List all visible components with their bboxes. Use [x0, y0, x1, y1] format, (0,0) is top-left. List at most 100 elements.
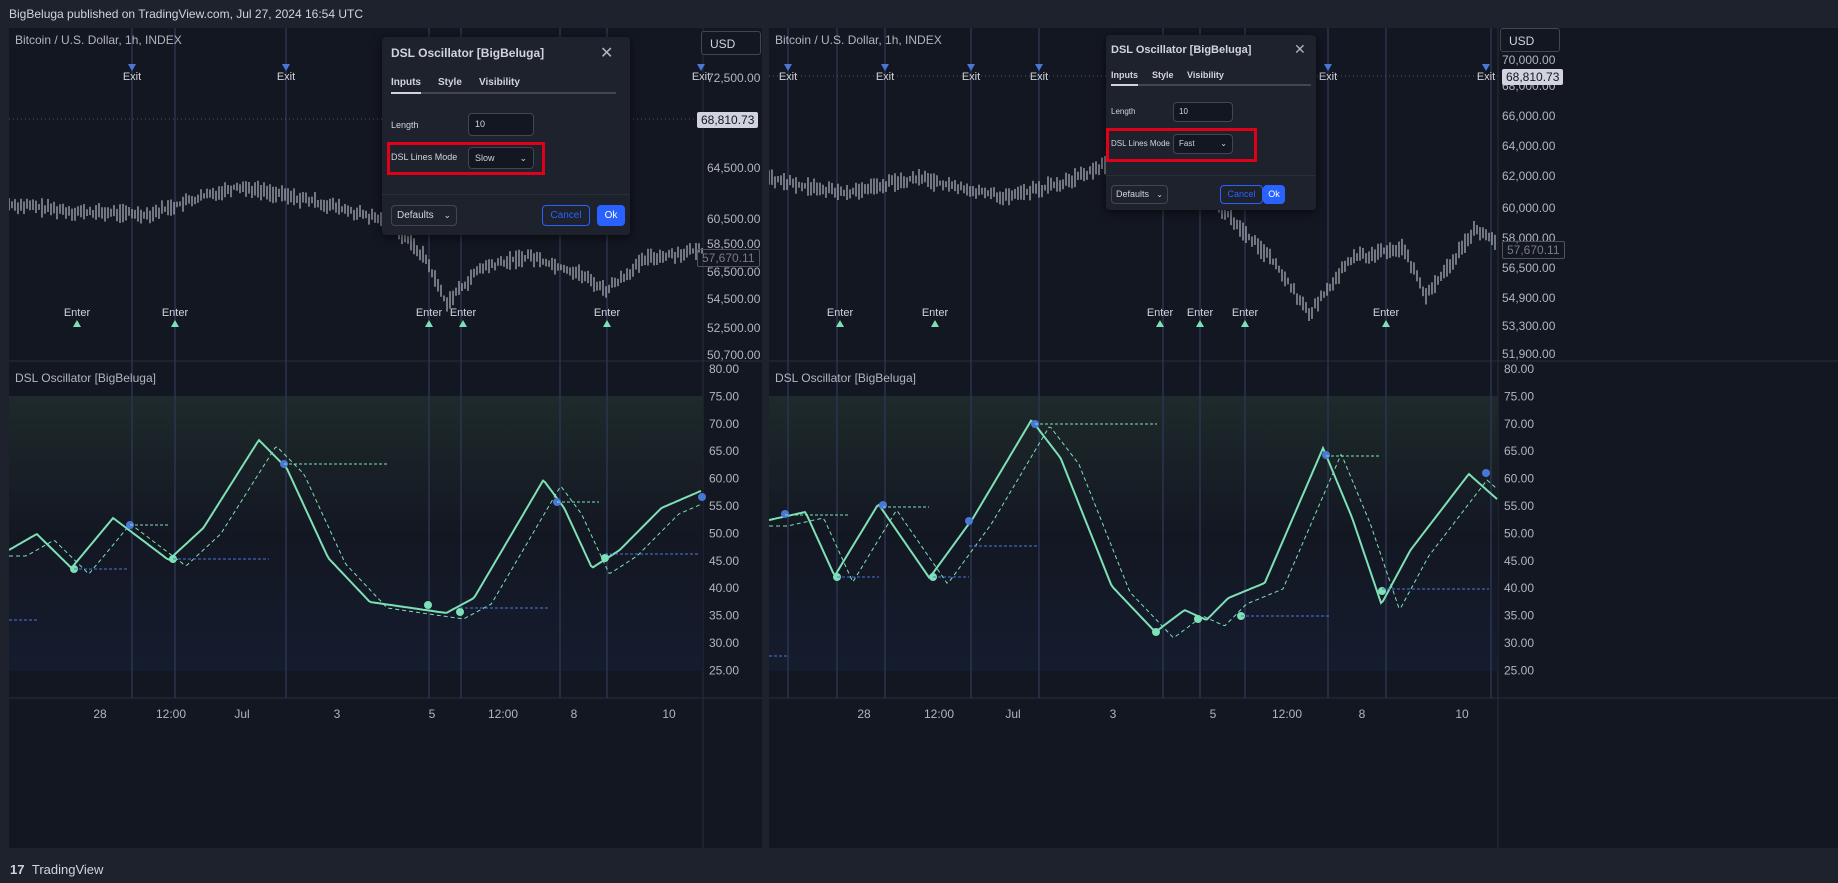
exit-arrow-icon	[967, 64, 975, 71]
tab-inputs[interactable]: Inputs	[1111, 70, 1138, 80]
close-icon[interactable]: ✕	[1294, 41, 1306, 57]
tab-visibility[interactable]: Visibility	[1187, 70, 1224, 80]
price-axis-tick: 64,000.00	[1502, 139, 1556, 153]
enter-arrow-icon	[836, 320, 844, 327]
price-axis-tick: 50,700.00	[707, 348, 761, 362]
osc-axis-tick: 65.00	[709, 444, 739, 458]
enter-label: Enter	[1232, 307, 1259, 319]
currency-button[interactable]: USD	[701, 31, 761, 55]
length-input[interactable]: 10	[468, 113, 534, 136]
chart-panel-left[interactable]: ExitExitExitExitEnterEnterEnterEnterEnte…	[9, 28, 762, 848]
osc-axis-tick: 45.00	[709, 554, 739, 568]
exit-label: Exit	[876, 71, 894, 83]
time-axis-tick: 12:00	[488, 707, 518, 721]
time-axis-tick: 8	[1359, 707, 1366, 721]
enter-label: Enter	[162, 307, 189, 319]
cancel-button[interactable]: Cancel	[1220, 185, 1263, 204]
time-axis-tick: 28	[93, 707, 107, 721]
chevron-down-icon: ⌄	[1220, 139, 1227, 148]
tab-style[interactable]: Style	[1152, 70, 1174, 80]
tab-divider	[1111, 84, 1311, 86]
exit-arrow-icon	[282, 64, 290, 71]
enter-label: Enter	[1373, 307, 1400, 319]
price-axis-tick: 70,000.00	[1502, 53, 1556, 67]
price-axis-tick: 56,500.00	[707, 265, 761, 279]
footer-brand[interactable]: 17 TradingView	[0, 856, 1838, 883]
enter-arrow-icon	[73, 320, 81, 327]
signal-dot	[456, 608, 464, 616]
tab-style[interactable]: Style	[438, 77, 462, 88]
time-axis-tick: 3	[334, 707, 341, 721]
exit-label: Exit	[962, 71, 980, 83]
osc-axis-tick: 25.00	[709, 663, 739, 677]
chart-panel-right[interactable]: Exit Exit Exit Exit Exit Exit Enter Enter Enter E…	[769, 28, 1838, 848]
enter-label: Enter	[594, 307, 621, 319]
mode-select[interactable]: Slow ⌄	[468, 147, 534, 169]
exit-label: Exit	[692, 71, 710, 83]
ok-button[interactable]: Ok	[1263, 185, 1285, 204]
enter-label: Enter	[827, 307, 854, 319]
defaults-button[interactable]: Defaults ⌄	[1111, 185, 1168, 204]
exit-label: Exit	[1477, 71, 1495, 83]
exit-arrow-icon	[697, 64, 705, 71]
oscillator-zone-band	[9, 396, 703, 671]
chevron-down-icon: ⌄	[1156, 190, 1163, 199]
osc-axis-tick: 80.00	[1504, 362, 1534, 376]
indicator-settings-dialog: DSL Oscillator [BigBeluga] ✕ Inputs Styl…	[382, 37, 630, 235]
exit-label: Exit	[1319, 71, 1337, 83]
osc-axis-tick: 65.00	[1504, 444, 1534, 458]
signal-dot	[1152, 628, 1160, 636]
dialog-footer-divider	[382, 194, 630, 195]
enter-label: Enter	[450, 307, 477, 319]
price-axis-tick: 58,500.00	[707, 237, 761, 251]
price-last-label: 57,670.11	[697, 249, 760, 267]
osc-axis-tick: 40.00	[1504, 581, 1534, 595]
currency-button[interactable]: USD	[1500, 28, 1560, 52]
osc-axis-tick: 40.00	[709, 581, 739, 595]
price-axis-tick: 62,000.00	[1502, 169, 1556, 183]
time-axis-tick: 12:00	[1272, 707, 1302, 721]
price-axis-tick: 60,500.00	[707, 212, 761, 226]
defaults-label: Defaults	[397, 210, 434, 221]
oscillator-line	[9, 438, 702, 614]
mode-select-value: Fast	[1179, 139, 1195, 148]
length-label: Length	[1111, 107, 1136, 116]
osc-axis-tick: 30.00	[709, 636, 739, 650]
ok-button[interactable]: Ok	[597, 205, 625, 226]
enter-arrow-icon	[1382, 320, 1390, 327]
mode-label: DSL Lines Mode	[1111, 139, 1170, 148]
tab-divider	[391, 92, 616, 94]
brand-name: TradingView	[31, 862, 104, 877]
tab-visibility[interactable]: Visibility	[479, 77, 520, 88]
osc-axis-tick: 50.00	[709, 526, 739, 540]
time-axis-tick: 5	[1210, 707, 1217, 721]
signal-dot	[601, 554, 609, 562]
enter-label: Enter	[64, 307, 91, 319]
oscillator-signal-line	[9, 446, 702, 620]
enter-label: Enter	[416, 307, 443, 319]
osc-axis-tick: 30.00	[1504, 636, 1534, 650]
price-axis-tick: 54,500.00	[707, 292, 761, 306]
cancel-button[interactable]: Cancel	[542, 205, 590, 226]
oscillator-signal-line	[769, 426, 1498, 638]
tab-inputs[interactable]: Inputs	[391, 77, 421, 88]
defaults-button[interactable]: Defaults ⌄	[391, 205, 457, 226]
osc-axis-tick: 55.00	[1504, 499, 1534, 513]
osc-axis-tick: 55.00	[709, 499, 739, 513]
enter-arrow-icon	[459, 320, 467, 327]
osc-axis-tick: 80.00	[709, 362, 739, 376]
close-icon[interactable]: ✕	[600, 45, 614, 62]
length-input[interactable]: 10	[1173, 102, 1233, 122]
symbol-title: Bitcoin / U.S. Dollar, 1h, INDEX	[775, 33, 942, 47]
indicator-settings-dialog: DSL Oscillator [BigBeluga] ✕ Inputs Styl…	[1106, 35, 1316, 210]
mode-highlight-box	[387, 142, 545, 175]
symbol-title: Bitcoin / U.S. Dollar, 1h, INDEX	[15, 33, 182, 47]
exit-arrow-icon	[128, 64, 136, 71]
enter-arrow-icon	[603, 320, 611, 327]
signal-dot	[698, 493, 706, 501]
exit-label: Exit	[277, 71, 295, 83]
mode-select[interactable]: Fast ⌄	[1173, 134, 1233, 154]
enter-arrow-icon	[425, 320, 433, 327]
signal-dot	[1322, 451, 1330, 459]
tradingview-logo-icon: 17	[10, 862, 25, 877]
